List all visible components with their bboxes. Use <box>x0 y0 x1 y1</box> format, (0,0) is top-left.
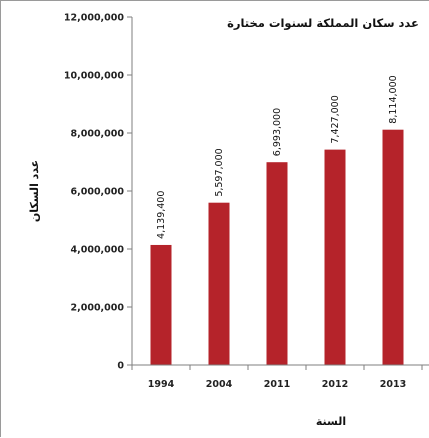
x-axis: 199420042011201220132 <box>132 365 429 390</box>
bar-2004 <box>209 203 230 365</box>
data-label: 7,427,000 <box>330 95 341 143</box>
bar-2013 <box>383 130 404 365</box>
y-tick-label: 12,000,000 <box>64 13 124 24</box>
bar-series <box>151 110 429 365</box>
x-tick-label: 2004 <box>206 379 233 390</box>
x-tick-label: 2012 <box>322 379 348 390</box>
y-axis: 0 2,000,000 4,000,000 6,000,000 8,000,000 10,… <box>64 13 132 372</box>
y-axis-title: عدد السكان <box>28 160 41 222</box>
y-tick-label: 10,000,000 <box>64 71 124 82</box>
data-label: 8,114,000 <box>388 75 399 123</box>
x-tick-label: 2011 <box>264 379 290 390</box>
x-tick-label: 2013 <box>380 379 406 390</box>
bar-2012 <box>325 150 346 365</box>
data-label: 6,993,000 <box>272 108 283 156</box>
data-label: 5,597,000 <box>214 148 225 196</box>
bar-1994 <box>151 245 172 365</box>
y-tick-label: 2,000,000 <box>71 303 125 314</box>
y-tick-label: 0 <box>117 361 124 372</box>
chart-title: عدد سكان المملكة لسنوات مختارة <box>227 16 419 31</box>
y-tick-label: 6,000,000 <box>71 187 125 198</box>
y-tick-label: 8,000,000 <box>71 129 125 140</box>
x-axis-title: السنة <box>316 415 346 428</box>
x-tick-label: 1994 <box>148 379 175 390</box>
bar-2011 <box>267 162 288 365</box>
data-label: 4,139,400 <box>156 191 167 239</box>
y-tick-label: 4,000,000 <box>71 245 125 256</box>
